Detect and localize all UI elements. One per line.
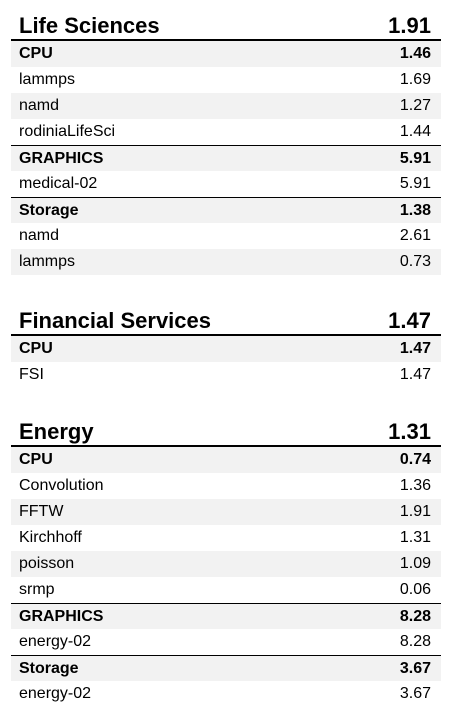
- section-title: Energy: [19, 419, 94, 444]
- benchmark-score: 1.36: [399, 477, 431, 494]
- group-score: 1.47: [399, 340, 431, 357]
- benchmark-row: srmp 0.06: [11, 577, 441, 603]
- group-row: CPU 1.46: [11, 41, 441, 67]
- group-label: Storage: [19, 201, 79, 219]
- benchmark-row: lammps 1.69: [11, 67, 441, 93]
- benchmark-label: namd: [19, 227, 60, 244]
- benchmark-row: Kirchhoff 1.31: [11, 525, 441, 551]
- section-life-sciences: Life Sciences 1.91 CPU 1.46 lammps 1.69 namd…: [11, 13, 441, 275]
- section-rows: CPU 1.46 lammps 1.69 namd 1.27 rodiniaLifeSci 1…: [11, 41, 441, 275]
- group-label: CPU: [19, 451, 53, 468]
- benchmark-row: energy-02 8.28: [11, 629, 441, 655]
- section-title: Life Sciences: [19, 13, 160, 38]
- section-score: 1.31: [388, 419, 431, 444]
- benchmark-score: 2.61: [399, 227, 431, 244]
- benchmark-score: 0.73: [399, 253, 431, 270]
- section-header: Life Sciences 1.91: [11, 13, 441, 41]
- section-header: Financial Services 1.47: [11, 308, 441, 336]
- group-label: CPU: [19, 45, 53, 62]
- benchmark-row: lammps 0.73: [11, 249, 441, 275]
- benchmark-row: FFTW 1.91: [11, 499, 441, 525]
- section-energy: Energy 1.31 CPU 0.74 Convolution 1.36 FFTW 1.…: [11, 419, 441, 707]
- group-score: 1.38: [399, 201, 431, 219]
- section-financial-services: Financial Services 1.47 CPU 1.47 FSI 1.47: [11, 308, 441, 388]
- benchmark-label: lammps: [19, 71, 76, 88]
- section-title: Financial Services: [19, 308, 211, 333]
- section-header: Energy 1.31: [11, 419, 441, 447]
- group-score: 5.91: [399, 149, 431, 167]
- section-rows: CPU 0.74 Convolution 1.36 FFTW 1.91 Kirchhoff 1…: [11, 447, 441, 707]
- group-label: GRAPHICS: [19, 607, 104, 625]
- benchmark-score: 1.91: [399, 503, 431, 520]
- group-row: GRAPHICS 8.28: [11, 603, 441, 629]
- benchmark-score: 1.31: [399, 529, 431, 546]
- benchmark-label: Kirchhoff: [19, 529, 82, 546]
- benchmark-row: medical-02 5.91: [11, 171, 441, 197]
- group-score: 0.74: [399, 451, 431, 468]
- benchmark-label: srmp: [19, 581, 55, 598]
- section-score: 1.47: [388, 308, 431, 333]
- group-row: CPU 0.74: [11, 447, 441, 473]
- group-row: GRAPHICS 5.91: [11, 145, 441, 171]
- benchmark-score: 1.09: [399, 555, 431, 572]
- benchmark-score: 8.28: [399, 633, 431, 650]
- benchmark-label: Convolution: [19, 477, 104, 494]
- section-score: 1.91: [388, 13, 431, 38]
- benchmark-score: 1.27: [399, 97, 431, 114]
- benchmark-score: 5.91: [399, 175, 431, 192]
- group-label: GRAPHICS: [19, 149, 104, 167]
- benchmark-score: 0.06: [399, 581, 431, 598]
- group-score: 8.28: [399, 607, 431, 625]
- benchmark-label: energy-02: [19, 633, 92, 650]
- benchmark-label: rodiniaLifeSci: [19, 123, 116, 140]
- benchmark-row: poisson 1.09: [11, 551, 441, 577]
- benchmark-row: energy-02 3.67: [11, 681, 441, 707]
- group-score: 1.46: [399, 45, 431, 62]
- group-score: 3.67: [399, 659, 431, 677]
- benchmark-row: FSI 1.47: [11, 362, 441, 388]
- section-rows: CPU 1.47 FSI 1.47: [11, 336, 441, 388]
- benchmark-label: energy-02: [19, 685, 92, 702]
- group-row: Storage 3.67: [11, 655, 441, 681]
- benchmark-label: FSI: [19, 366, 44, 383]
- benchmark-score: 3.67: [399, 685, 431, 702]
- benchmark-row: Convolution 1.36: [11, 473, 441, 499]
- group-label: CPU: [19, 340, 53, 357]
- benchmark-label: poisson: [19, 555, 75, 572]
- benchmark-row: namd 2.61: [11, 223, 441, 249]
- benchmark-label: lammps: [19, 253, 76, 270]
- benchmark-label: medical-02: [19, 175, 98, 192]
- benchmark-label: FFTW: [19, 503, 64, 520]
- group-row: Storage 1.38: [11, 197, 441, 223]
- benchmark-score: 1.44: [399, 123, 431, 140]
- benchmark-score: 1.47: [399, 366, 431, 383]
- benchmark-score: 1.69: [399, 71, 431, 88]
- group-row: CPU 1.47: [11, 336, 441, 362]
- benchmark-label: namd: [19, 97, 60, 114]
- benchmark-row: namd 1.27: [11, 93, 441, 119]
- group-label: Storage: [19, 659, 79, 677]
- benchmark-row: rodiniaLifeSci 1.44: [11, 119, 441, 145]
